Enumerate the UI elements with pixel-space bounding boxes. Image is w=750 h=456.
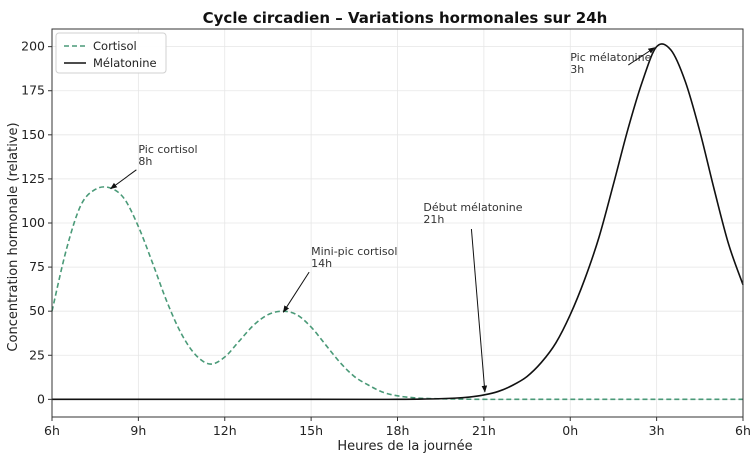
annotation-text: Pic mélatonine 3h <box>570 51 651 76</box>
annotation: Pic mélatonine 3h <box>570 47 656 76</box>
y-tick-label: 0 <box>37 391 45 406</box>
y-tick-label: 150 <box>21 127 45 142</box>
annotation-arrow <box>627 47 656 66</box>
legend: Cortisol Mélatonine <box>55 32 167 74</box>
x-tick-label: 12h <box>213 423 237 438</box>
x-tick-label: 0h <box>562 423 578 438</box>
x-tick-label: 18h <box>386 423 410 438</box>
x-tick-label: 15h <box>299 423 323 438</box>
annotation-text: Mini-pic cortisol 14h <box>311 245 397 270</box>
chart-title: Cycle circadien – Variations hormonales … <box>203 9 608 27</box>
y-tick-label: 125 <box>21 171 45 186</box>
annotation: Mini-pic cortisol 14h <box>282 245 397 313</box>
y-tick-label: 50 <box>29 303 45 318</box>
annotation-text: Pic cortisol 8h <box>138 143 197 168</box>
annotation-text: Début mélatonine 21h <box>423 201 522 226</box>
y-tick-label: 175 <box>21 83 45 98</box>
x-tick-label: 21h <box>472 423 496 438</box>
x-tick-label: 6h <box>44 423 60 438</box>
y-axis-label: Concentration hormonale (relative) <box>6 122 21 351</box>
y-tick-label: 200 <box>21 39 45 54</box>
annotations: Pic cortisol 8h Mini-pic cortisol 14h Début … <box>110 47 656 393</box>
x-tick-label: 3h <box>649 423 665 438</box>
series-line-melatonine <box>52 43 744 401</box>
y-tick-label: 100 <box>21 215 45 230</box>
ticks: 6h 9h 12h 15h 18h 21h 0h 3h 6h 0 25 50 75 100 125 150 17… <box>21 39 750 438</box>
legend-label: Cortisol <box>93 39 137 53</box>
y-tick-label: 75 <box>29 259 45 274</box>
annotation-arrow <box>282 271 310 313</box>
annotation: Début mélatonine 21h <box>423 201 523 393</box>
y-tick-label: 25 <box>29 347 45 362</box>
x-axis-label: Heures de la journée <box>337 439 472 454</box>
legend-label: Mélatonine <box>93 56 157 70</box>
annotation-arrow <box>470 228 488 393</box>
x-tick-label: 6h <box>735 423 750 438</box>
annotation: Pic cortisol 8h <box>110 143 198 190</box>
x-tick-label: 9h <box>130 423 146 438</box>
annotation-arrow <box>110 169 137 190</box>
